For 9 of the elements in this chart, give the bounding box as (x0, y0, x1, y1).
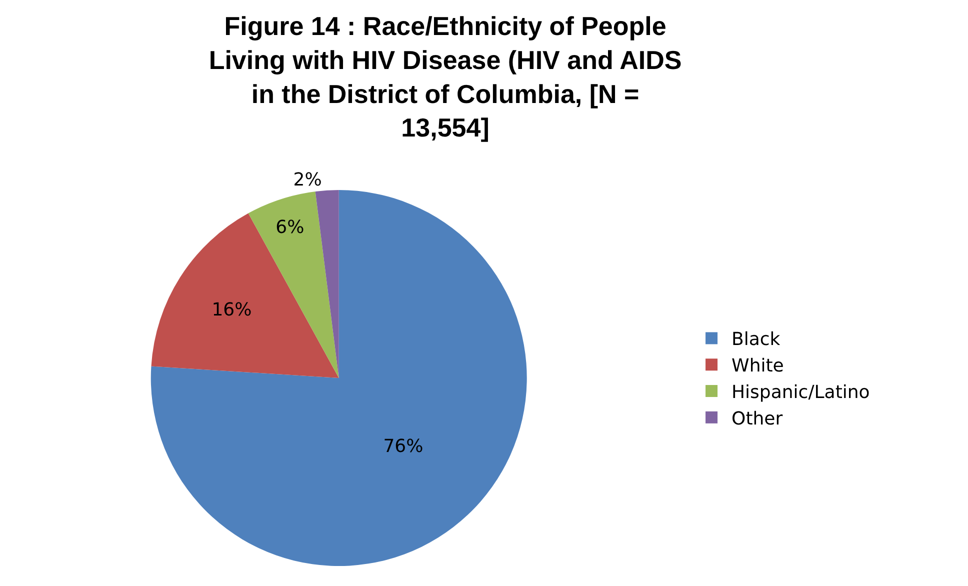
chart-title: Figure 14 : Race/Ethnicity of People Living with HIV Disease (HIV and AIDS in the District of Columbia, [N = 13,554] (208, 11, 682, 143)
data-label: 16% (212, 300, 252, 321)
legend-label: White (732, 356, 784, 377)
data-label: 6% (276, 216, 304, 238)
legend-label: Other (732, 408, 784, 430)
data-label: 76% (383, 436, 424, 458)
legend-label: Hispanic/Latino (732, 382, 870, 404)
data-label: 2% (293, 169, 322, 190)
legend-label: Black (732, 329, 781, 350)
